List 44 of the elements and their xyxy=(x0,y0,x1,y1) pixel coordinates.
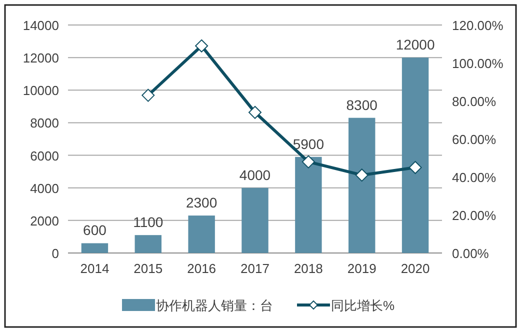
x-tick-label: 2014 xyxy=(80,261,110,276)
y2-tick-label: 60.00% xyxy=(452,132,497,147)
y-tick-label: 14000 xyxy=(22,18,59,33)
bar xyxy=(188,216,215,253)
data-label: 600 xyxy=(83,222,107,238)
y2-tick-label: 0.00% xyxy=(452,246,490,261)
x-tick-label: 2020 xyxy=(400,261,430,276)
x-tick-label: 2015 xyxy=(134,261,163,276)
y2-tick-label: 80.00% xyxy=(452,94,497,109)
bar xyxy=(348,118,376,253)
bar xyxy=(242,188,268,253)
point xyxy=(355,168,368,182)
data-label: 1100 xyxy=(133,214,164,230)
data-label: 4000 xyxy=(239,166,271,183)
data-label: 12000 xyxy=(396,36,435,53)
y2-tick-label: 100.00% xyxy=(452,56,504,71)
y-tick-label: 0 xyxy=(52,246,59,261)
x-tick-label: 2017 xyxy=(240,261,270,276)
point xyxy=(408,161,422,174)
x-tick-label: 2018 xyxy=(294,261,323,276)
point xyxy=(142,88,155,102)
y-tick-label: 6000 xyxy=(30,148,59,164)
y-tick-label: 4000 xyxy=(30,180,59,196)
bar xyxy=(295,156,322,253)
data-label: 5900 xyxy=(292,136,324,152)
y-tick-label: 10000 xyxy=(22,83,59,98)
y2-tick-label: 120.00% xyxy=(452,18,504,33)
y2-tick-label: 20.00% xyxy=(452,208,497,223)
bar xyxy=(81,243,108,253)
point xyxy=(248,106,262,119)
y-tick-label: 12000 xyxy=(22,50,59,66)
x-tick-label: 2019 xyxy=(347,261,376,276)
legend-label: 协作机器人销量：台 xyxy=(156,298,273,313)
x-tick-label: 2016 xyxy=(187,261,216,276)
data-label: 2300 xyxy=(186,194,218,211)
point xyxy=(302,155,315,168)
point xyxy=(195,39,208,52)
bar xyxy=(402,58,429,253)
y-tick-label: 2000 xyxy=(30,213,59,228)
y-tick-label: 8000 xyxy=(30,116,59,131)
y2-tick-label: 40.00% xyxy=(452,170,497,185)
bar xyxy=(134,235,162,253)
data-label: 8300 xyxy=(346,96,378,113)
legend-label: 同比增长% xyxy=(331,298,395,313)
